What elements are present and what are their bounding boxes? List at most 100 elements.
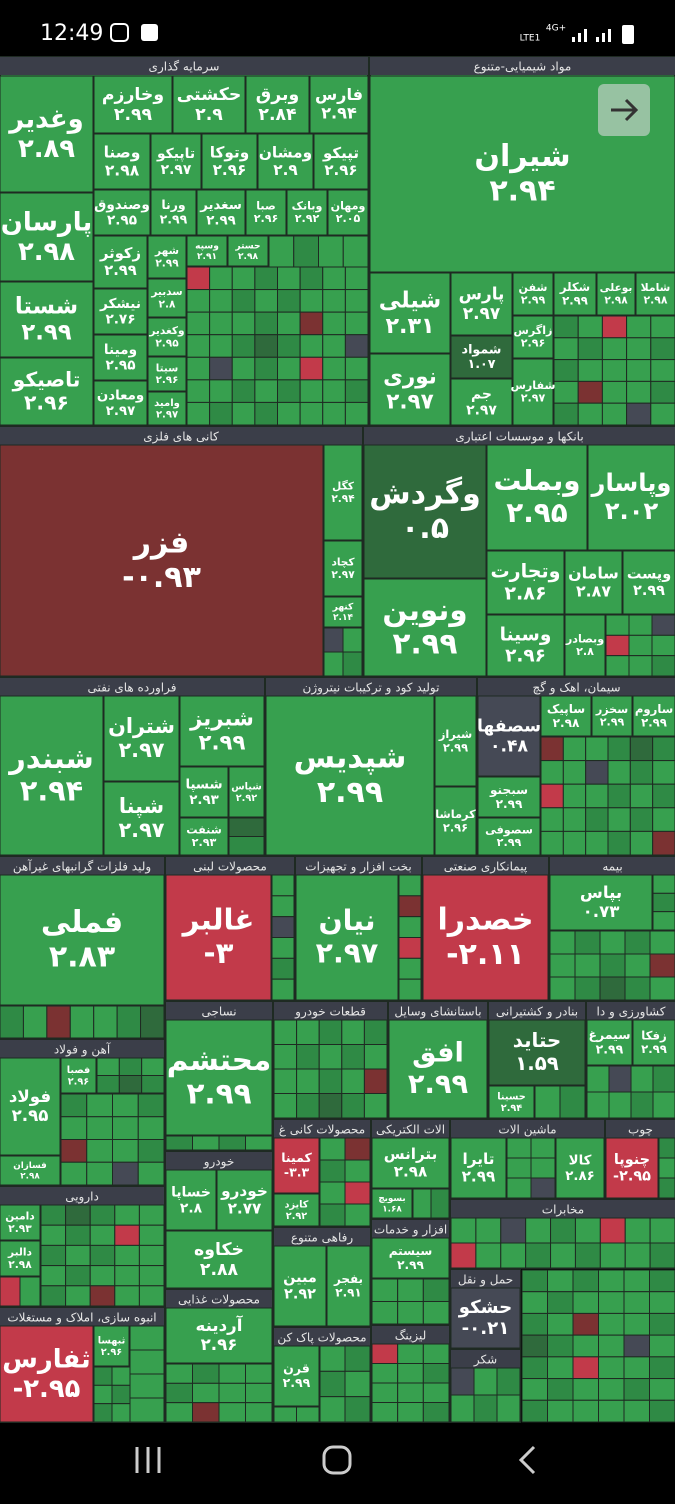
filler-tile (364, 1020, 387, 1045)
stock-change: ۲.۷۶ (105, 312, 135, 328)
sector-title: افزار و خدمات (374, 1223, 447, 1238)
filler-tile (94, 1006, 117, 1038)
filler-tile (625, 954, 650, 977)
stock-change: ۲.۹۹ (104, 262, 137, 279)
stock-name: وپاسار (591, 469, 672, 497)
stock-change: ۲.۹۹ (462, 1168, 496, 1186)
filler-tile (650, 1218, 675, 1243)
filler-tile (372, 1403, 398, 1423)
filler-tile (278, 380, 301, 403)
filler-tile (630, 808, 652, 832)
filler-tile (652, 656, 675, 676)
filler-tile (113, 1162, 139, 1185)
filler-tile (653, 893, 675, 911)
filler-tile (193, 1383, 220, 1402)
filler-tile (97, 1058, 119, 1076)
stock-change: ۲.۹۷ (331, 569, 355, 581)
filler-tile (117, 1006, 140, 1038)
filler-tile (300, 402, 323, 425)
filler-tile (531, 1178, 555, 1198)
filler-tile (294, 236, 319, 267)
filler-tile (345, 1138, 370, 1160)
filler-tile (554, 381, 578, 403)
sector-title: دارویی (65, 1190, 99, 1205)
filler-tile (548, 1313, 574, 1335)
stock-name: افق (412, 1038, 464, 1069)
stock-change: ۲.۹۸ (644, 294, 668, 307)
filler-tile (507, 1138, 531, 1158)
filler-tile (345, 267, 368, 290)
filler-tile (0, 1006, 23, 1038)
filler-tile (255, 290, 278, 313)
filler-tile (112, 1367, 130, 1385)
filler-tile (342, 1094, 365, 1119)
filler-tile (608, 808, 630, 832)
sector-title: محصولات کانی غ (279, 1123, 365, 1138)
filler-tile (423, 1403, 449, 1423)
filler-tile (548, 1292, 574, 1314)
filler-tile (87, 1094, 113, 1117)
filler-tile (541, 831, 563, 855)
stock-name: نیشکر (99, 296, 141, 312)
stock-name: فسازان (13, 1161, 47, 1171)
filler-tile (229, 818, 264, 837)
stock-name: سصوفی (485, 823, 533, 836)
filler-tile (602, 360, 626, 382)
stock-change: ۲.۸ (159, 298, 176, 310)
filler-tile (599, 1379, 625, 1401)
stock-change: ۲.۹۲ (284, 1287, 316, 1303)
filler-tile (398, 1364, 424, 1384)
filler-tile (274, 1069, 297, 1094)
stock-name: شیلی (379, 287, 441, 313)
filler-tile (659, 1138, 675, 1158)
filler-tile (87, 1162, 113, 1185)
filler-tile (653, 912, 675, 930)
filler-tile (345, 1371, 370, 1396)
filler-tile (323, 335, 346, 358)
filler-tile (372, 1364, 398, 1384)
stock-change: ۲.۹۶ (101, 1347, 123, 1358)
filler-tile (320, 1371, 345, 1396)
filler-tile (232, 402, 255, 425)
filler-tile (560, 1086, 585, 1118)
filler-tile (23, 1006, 46, 1038)
filler-tile (372, 1302, 398, 1325)
filler-tile (130, 1326, 164, 1350)
filler-tile (423, 1364, 449, 1384)
filler-tile (599, 1400, 625, 1422)
filler-tile (210, 402, 233, 425)
filler-tile (650, 1270, 675, 1292)
stock-change: ۲.۹۴ (20, 774, 83, 808)
sector-title: بانکها و موسسات اعتباری (455, 430, 583, 445)
filler-tile (599, 1335, 625, 1357)
filler-tile (599, 1357, 625, 1379)
stock-name: شهر (154, 245, 179, 257)
filler-tile (297, 1407, 320, 1422)
filler-tile (399, 958, 421, 979)
filler-tile (94, 1404, 112, 1422)
stock-change: ۲.۹۸ (238, 252, 259, 262)
filler-tile (210, 380, 233, 403)
stock-name: کالا (569, 1154, 592, 1169)
stock-name: حستر (234, 242, 260, 252)
filler-tile (399, 979, 421, 1000)
filler-tile (586, 831, 608, 855)
stock-name: زکوثر (99, 245, 141, 262)
stock-name: سبجنو (489, 783, 528, 798)
stock-name: فزر (132, 526, 190, 561)
filler-tile (423, 1344, 449, 1364)
filler-tile (423, 1279, 449, 1302)
filler-tile (522, 1400, 548, 1422)
stock-change: ۲.۸۳ (49, 940, 115, 975)
filler-tile (602, 381, 626, 403)
filler-tile (138, 1140, 164, 1163)
filler-tile (497, 1395, 520, 1422)
filler-tile (587, 1092, 609, 1118)
filler-tile (300, 357, 323, 380)
filler-tile (70, 1006, 93, 1038)
stock-change: ۲.۹۶ (254, 212, 279, 225)
filler-tile (602, 338, 626, 360)
filler-tile (272, 938, 294, 959)
stock-name: ورنا (161, 197, 185, 212)
filler-tile (187, 380, 210, 403)
